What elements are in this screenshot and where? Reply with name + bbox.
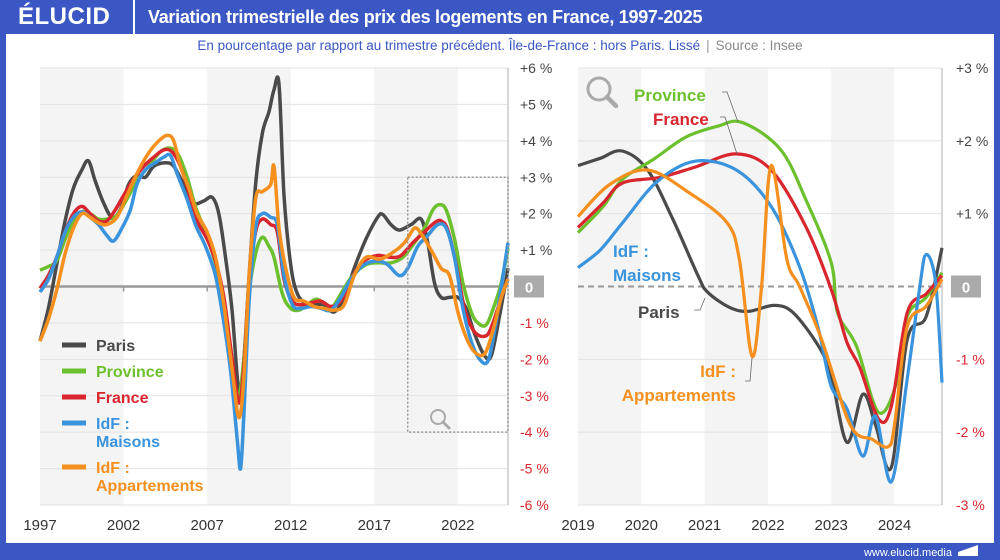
y-tick-label: -3 %: [956, 497, 985, 513]
legend-label: Appartements: [96, 478, 204, 495]
x-tick-label: 2022: [441, 517, 474, 534]
header-bar: ÉLUCID Variation trimestrielle des prix …: [0, 0, 1000, 34]
series-line-france: [576, 152, 944, 425]
legend-label: Province: [96, 364, 164, 381]
x-tick-label: 2007: [190, 517, 223, 534]
x-tick-label: 2019: [561, 517, 594, 534]
annotation-maisons-2: Maisons: [613, 266, 681, 285]
y-tick-label: -2 %: [520, 351, 549, 367]
legend-label: IdF :: [96, 416, 130, 433]
leader-line: [694, 297, 706, 311]
y-tick-label: +3 %: [956, 60, 988, 76]
y-tick-label: 0: [525, 280, 533, 297]
y-tick-label: 0: [962, 280, 970, 297]
footer-url[interactable]: www.elucid.media: [863, 547, 952, 559]
leader-line: [745, 357, 753, 382]
y-tick-label: +2 %: [956, 133, 988, 149]
annotation-province: Province: [634, 86, 706, 105]
series-line-idf-maisons: [38, 152, 510, 471]
annotations: Province France IdF : Maisons Paris IdF …: [613, 86, 753, 405]
x-tick-label: 2012: [274, 517, 307, 534]
y-tick-label: +4 %: [520, 133, 552, 149]
legend-item: Province: [62, 364, 164, 381]
y-tick-label: +2 %: [520, 206, 552, 222]
annotation-appart-2: Appartements: [622, 386, 736, 405]
magnifier-icon: [430, 409, 451, 430]
series-line-idf-appartements: [576, 163, 944, 449]
annotation-maisons-1: IdF :: [613, 242, 649, 261]
y-tick-label: -3 %: [520, 388, 549, 404]
y-tick-label: -6 %: [520, 497, 549, 513]
subtitle: En pourcentage par rapport au trimestre …: [0, 38, 1000, 53]
elucid-flag-icon: [958, 545, 978, 556]
series-line-idf-maisons: [576, 159, 944, 484]
magnifier-icon: [586, 76, 619, 109]
y-tick-label: +3 %: [520, 169, 552, 185]
y-tick-label: +1 %: [956, 206, 988, 222]
legend-item: Paris: [62, 338, 135, 355]
x-tick-label: 2017: [358, 517, 391, 534]
y-tick-label: -5 %: [520, 461, 549, 477]
legend-label: France: [96, 390, 149, 407]
annotation-france: France: [653, 110, 709, 129]
x-tick-label: 2021: [688, 517, 721, 534]
header-divider: [133, 0, 135, 34]
y-tick-label: -1 %: [956, 351, 985, 367]
zero-label-box: [514, 275, 544, 298]
zero-label-box: [951, 275, 981, 298]
x-tick-label: 2023: [815, 517, 848, 534]
x-tick-label: 2020: [625, 517, 658, 534]
x-tick-label: 1997: [23, 517, 56, 534]
x-tick-label: 2024: [878, 517, 911, 534]
elucid-logo: ÉLUCID: [18, 3, 111, 30]
source-text: Source : Insee: [715, 38, 803, 53]
annotation-paris: Paris: [638, 303, 680, 322]
y-tick-label: -1 %: [520, 315, 549, 331]
x-tick-label: 2002: [107, 517, 140, 534]
annotation-appart-1: IdF :: [700, 362, 736, 381]
y-tick-label: +5 %: [520, 96, 552, 112]
subtitle-text: En pourcentage par rapport au trimestre …: [197, 38, 701, 53]
separator: |: [706, 38, 710, 53]
zoom-region-box: [406, 176, 509, 433]
legend-item: IdF :Appartements: [62, 460, 204, 495]
series-line-idf-appartements: [38, 133, 510, 420]
x-tick-label: 2022: [751, 517, 784, 534]
y-tick-label: -2 %: [956, 424, 985, 440]
legend-label: IdF :: [96, 460, 130, 477]
legend-label: Paris: [96, 338, 135, 355]
y-tick-label: +1 %: [520, 242, 552, 258]
y-tick-label: -4 %: [520, 424, 549, 440]
leader-line: [722, 91, 739, 123]
leader-line: [720, 116, 738, 155]
y-tick-label: +6 %: [520, 60, 552, 76]
legend-label: Maisons: [96, 434, 160, 451]
legend-item: IdF :Maisons: [62, 416, 160, 451]
chart-title: Variation trimestrielle des prix des log…: [148, 7, 703, 27]
legend-item: France: [62, 390, 149, 407]
